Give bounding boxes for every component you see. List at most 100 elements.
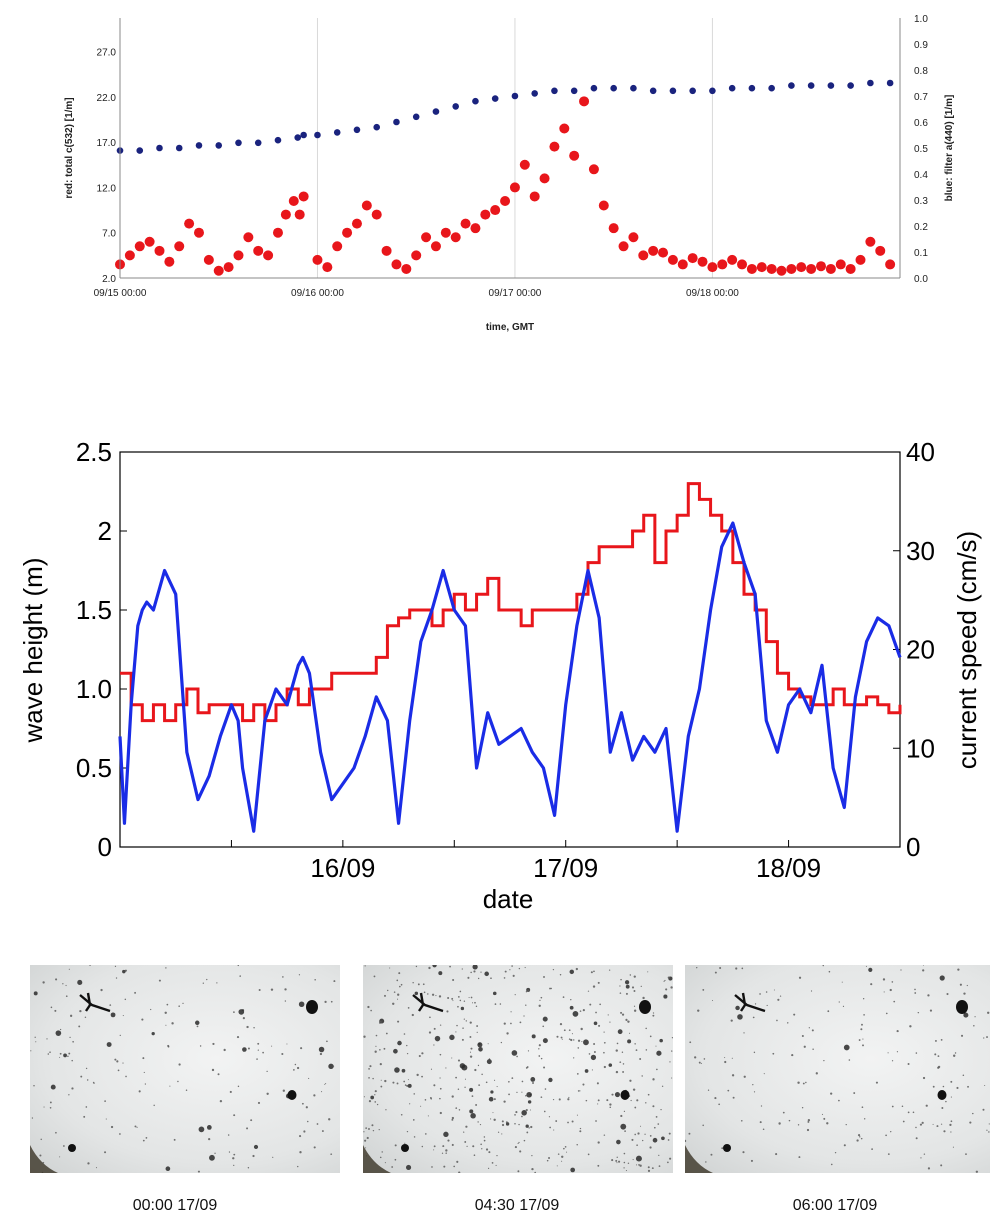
speckle-particle bbox=[856, 1139, 859, 1142]
copepod-organism bbox=[412, 992, 444, 1013]
speckle-particle bbox=[171, 1022, 174, 1025]
speckle-particle bbox=[778, 1122, 781, 1125]
speckle-particle bbox=[655, 1045, 657, 1047]
c1-red-point bbox=[628, 232, 639, 243]
c1-red-point bbox=[312, 254, 323, 265]
speckle-particle bbox=[165, 967, 167, 969]
speckle-particle bbox=[652, 1014, 655, 1017]
speckle-particle bbox=[807, 1120, 810, 1123]
speckle-particle bbox=[375, 1045, 377, 1047]
speckle-particle bbox=[525, 991, 528, 993]
speckle-particle bbox=[573, 1057, 575, 1059]
speckle-particle bbox=[478, 1084, 481, 1087]
speckle-particle bbox=[471, 1002, 474, 1004]
large-particle bbox=[401, 1144, 409, 1152]
speckle-particle bbox=[519, 1021, 522, 1024]
corner-shadow bbox=[30, 1145, 58, 1173]
speckle-particle bbox=[521, 1110, 527, 1116]
speckle-particle bbox=[959, 983, 962, 986]
speckle-particle bbox=[396, 979, 399, 982]
speckle-particle bbox=[575, 967, 578, 971]
c1-red-point bbox=[381, 245, 392, 256]
speckle-particle bbox=[439, 1111, 442, 1115]
speckle-particle bbox=[950, 1120, 953, 1123]
speckle-particle bbox=[464, 1086, 466, 1088]
speckle-particle bbox=[517, 1142, 519, 1145]
speckle-particle bbox=[93, 1082, 95, 1085]
speckle-particle bbox=[509, 969, 511, 971]
speckle-particle bbox=[233, 1164, 235, 1167]
speckle-particle bbox=[376, 1103, 379, 1106]
speckle-particle bbox=[31, 1117, 34, 1119]
speckle-particle bbox=[80, 1075, 83, 1078]
speckle-particle bbox=[308, 1077, 310, 1080]
speckle-particle bbox=[439, 1097, 441, 1100]
c2-y-left-axis-label: wave height (m) bbox=[18, 558, 48, 744]
speckle-particle bbox=[272, 1156, 274, 1158]
speckle-particle bbox=[572, 1011, 579, 1017]
speckle-particle bbox=[142, 1057, 145, 1060]
speckle-particle bbox=[510, 1022, 512, 1025]
speckle-particle bbox=[125, 1075, 127, 1078]
speckle-particle bbox=[645, 1027, 647, 1030]
speckle-particle bbox=[284, 1000, 287, 1002]
c1-red-point bbox=[164, 256, 175, 267]
photo-caption-2: 04:30 17/09 bbox=[474, 1197, 560, 1214]
c1-red-point bbox=[411, 250, 422, 261]
speckle-particle bbox=[164, 1011, 167, 1014]
c2-blue-series-line bbox=[118, 521, 902, 833]
speckle-particle bbox=[531, 1167, 534, 1171]
speckle-particle bbox=[558, 1098, 561, 1101]
speckle-particle bbox=[772, 1052, 775, 1055]
speckle-particle bbox=[457, 1005, 459, 1008]
speckle-particle bbox=[206, 978, 208, 981]
speckle-particle bbox=[59, 1028, 62, 1031]
particle-image-3 bbox=[685, 965, 990, 1173]
speckle-particle bbox=[986, 1129, 988, 1131]
speckle-particle bbox=[538, 1055, 541, 1057]
speckle-particle bbox=[891, 981, 894, 983]
speckle-particle bbox=[496, 1085, 498, 1088]
speckle-particle bbox=[518, 967, 521, 970]
c1-blue-point bbox=[136, 147, 144, 154]
speckle-particle bbox=[599, 1003, 601, 1006]
speckle-particle bbox=[451, 1057, 453, 1059]
speckle-particle bbox=[885, 1012, 888, 1015]
speckle-particle bbox=[902, 1120, 905, 1123]
speckle-particle bbox=[464, 1078, 466, 1080]
speckle-particle bbox=[606, 1099, 609, 1102]
speckle-particle bbox=[305, 1106, 308, 1109]
speckle-particle bbox=[917, 1011, 920, 1014]
speckle-particle bbox=[434, 1035, 441, 1042]
speckle-particle bbox=[455, 1031, 457, 1033]
speckle-particle bbox=[59, 1056, 61, 1058]
speckle-particle bbox=[865, 965, 867, 967]
speckle-particle bbox=[65, 984, 67, 987]
speckle-particle bbox=[603, 1041, 606, 1044]
speckle-particle bbox=[496, 1154, 498, 1157]
speckle-particle bbox=[627, 1020, 630, 1023]
speckle-particle bbox=[495, 1164, 497, 1167]
c2-x-tick-label: 18/09 bbox=[756, 853, 821, 883]
speckle-particle bbox=[84, 1016, 87, 1019]
speckle-particle bbox=[403, 1033, 406, 1035]
speckle-particle bbox=[406, 1084, 409, 1088]
speckle-particle bbox=[396, 1082, 399, 1085]
speckle-particle bbox=[569, 1005, 574, 1010]
speckle-particle bbox=[615, 1070, 619, 1074]
speckle-particle bbox=[587, 990, 590, 992]
speckle-particle bbox=[117, 1069, 120, 1072]
speckle-particle bbox=[667, 1161, 669, 1164]
speckle-particle bbox=[136, 1126, 138, 1128]
speckle-particle bbox=[616, 1139, 621, 1145]
speckle-particle bbox=[777, 998, 780, 1001]
speckle-particle bbox=[229, 1090, 232, 1094]
c1-red-point bbox=[480, 209, 491, 220]
c2-y-left-tick-label: 0 bbox=[98, 832, 112, 862]
speckle-particle bbox=[863, 1014, 865, 1016]
speckle-particle bbox=[871, 1148, 873, 1151]
speckle-particle bbox=[759, 993, 761, 995]
speckle-particle bbox=[83, 1115, 86, 1118]
speckle-particle bbox=[503, 977, 506, 979]
speckle-particle bbox=[890, 1130, 892, 1133]
